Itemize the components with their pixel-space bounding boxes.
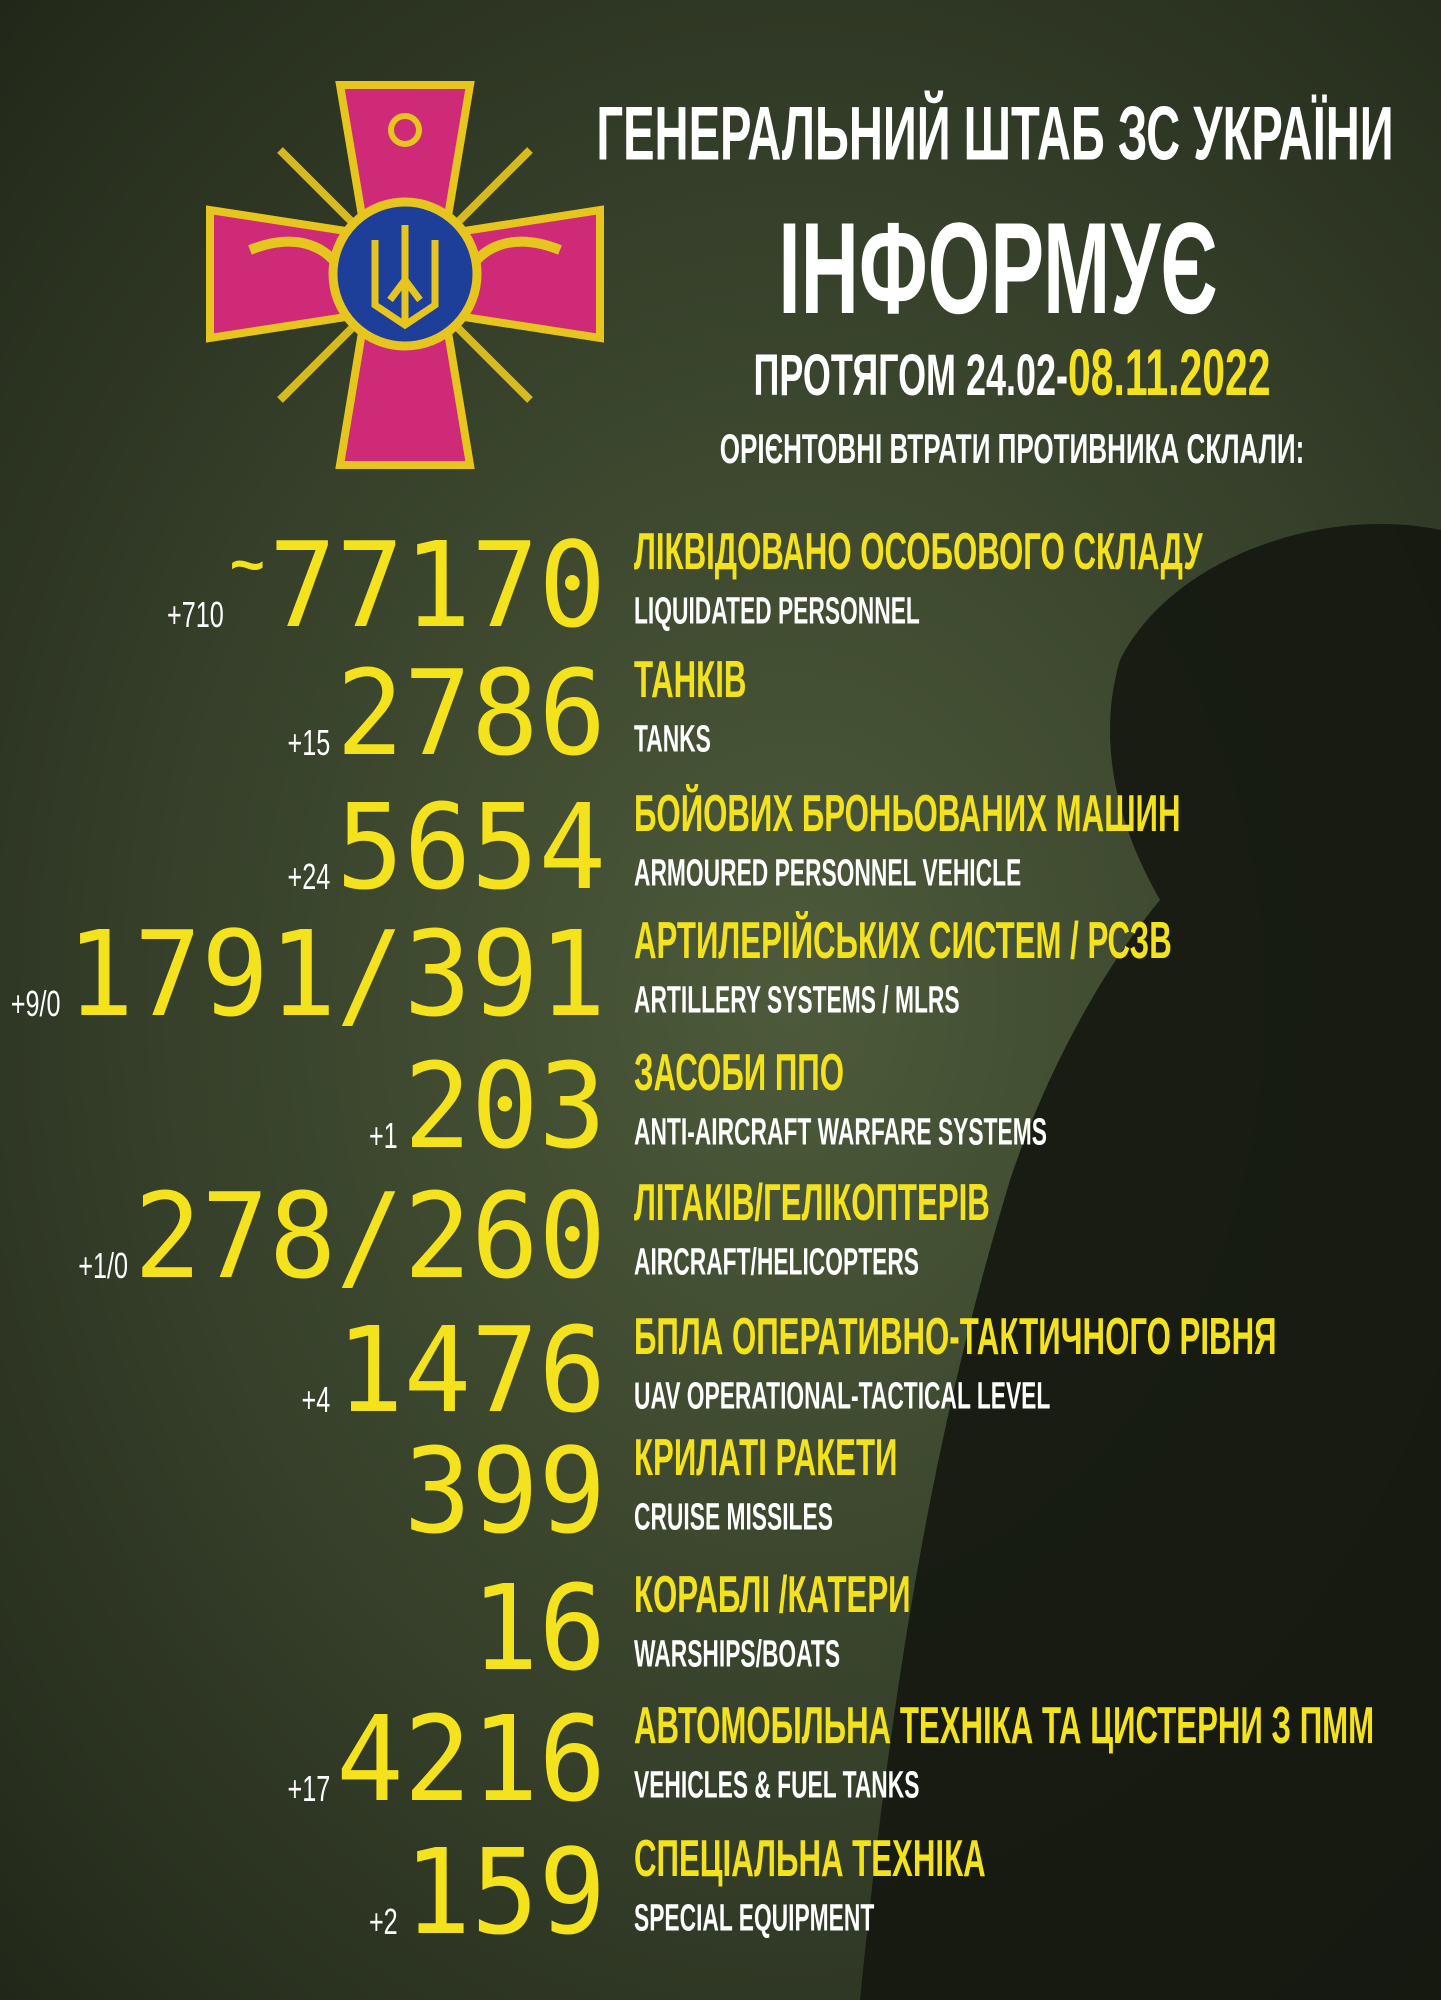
label-en: UAV OPERATIONAL-TACTICAL LEVEL	[634, 1375, 1051, 1418]
subtitle: ІНФОРМУЄ	[778, 195, 1218, 341]
label-ua: ЛІТАКІВ/ГЕЛІКОПТЕРІВ	[634, 1174, 990, 1232]
number-group: 16	[471, 1560, 606, 1698]
number-group: +2 159	[357, 1824, 606, 1962]
number-group: +1 203	[357, 1038, 606, 1176]
delta: +1/0	[78, 1245, 128, 1286]
value: 2786	[336, 645, 606, 783]
number-group: +15 2786	[269, 645, 606, 783]
label-ua: АРТИЛЕРІЙСЬКИХ СИСТЕМ / РСЗВ	[634, 912, 1172, 970]
delta: +710	[167, 594, 224, 635]
label-ua: ЗАСОБИ ППО	[634, 1044, 844, 1102]
label-en: LIQUIDATED PERSONNEL	[634, 590, 920, 633]
value: 1476	[336, 1302, 606, 1440]
number-group: +1/0 278/260	[57, 1168, 606, 1306]
number-group: +24 5654	[269, 779, 606, 917]
number-group: +9/0 1791/391	[0, 906, 606, 1044]
delta: +1	[368, 1115, 398, 1156]
label-en: ARMOURED PERSONNEL VEHICLE	[634, 852, 1022, 895]
period-prefix: ПРОТЯГОМ 24.02-	[753, 343, 1068, 408]
label-en: TANKS	[634, 718, 711, 761]
value: 77170	[268, 517, 606, 655]
value: 399	[403, 1423, 606, 1561]
number-group: +4 1476	[289, 1302, 606, 1440]
label-ua: КОРАБЛІ /КАТЕРИ	[634, 1566, 911, 1624]
delta: +15	[287, 722, 331, 763]
label-en: CRUISE MISSILES	[634, 1496, 833, 1539]
intro: ОРІЄНТОВНІ ВТРАТИ ПРОТИВНИКА СКЛАЛИ:	[719, 425, 1305, 472]
number-group: 399	[403, 1423, 606, 1561]
silhouette	[860, 523, 1441, 2000]
value: 159	[403, 1824, 606, 1962]
value: 16	[471, 1560, 606, 1698]
period-date: 08.11.2022	[1067, 335, 1271, 409]
period: ПРОТЯГОМ 24.02-08.11.2022	[753, 334, 1270, 410]
number-group: +17 4216	[269, 1691, 606, 1829]
label-en: WARSHIPS/BOATS	[634, 1633, 841, 1676]
label-en: VEHICLES & FUEL TANKS	[634, 1764, 920, 1807]
label-en: ANTI-AIRCRAFT WARFARE SYSTEMS	[634, 1111, 1047, 1154]
value: 203	[403, 1038, 606, 1176]
label-en: AIRCRAFT/HELICOPTERS	[634, 1241, 919, 1284]
label-ua: КРИЛАТІ РАКЕТИ	[634, 1429, 898, 1487]
label-ua: АВТОМОБІЛЬНА ТЕХНІКА ТА ЦИСТЕРНИ З ПММ	[634, 1697, 1375, 1755]
value: 4216	[336, 1691, 606, 1829]
title: ГЕНЕРАЛЬНИЙ ШТАБ ЗС УКРАЇНИ	[596, 91, 1394, 177]
delta: +17	[287, 1768, 331, 1809]
label-en: ARTILLERY SYSTEMS / MLRS	[634, 979, 960, 1022]
label-en: SPECIAL EQUIPMENT	[634, 1897, 875, 1940]
label-ua: ТАНКІВ	[634, 651, 747, 709]
label-ua: БПЛА ОПЕРАТИВНО-ТАКТИЧНОГО РІВНЯ	[634, 1308, 1277, 1366]
prefix: ~	[229, 531, 265, 598]
label-ua: БОЙОВИХ БРОНЬОВАНИХ МАШИН	[634, 785, 1181, 843]
value: 5654	[336, 779, 606, 917]
delta: +4	[301, 1379, 331, 1420]
label-ua: СПЕЦІАЛЬНА ТЕХНІКА	[634, 1830, 986, 1888]
value: 1791/391	[66, 906, 606, 1044]
delta: +9/0	[10, 983, 61, 1024]
delta: +24	[287, 856, 331, 897]
delta: +2	[368, 1901, 398, 1942]
emblem	[206, 81, 604, 469]
value: 278/260	[133, 1168, 606, 1306]
label-ua: ЛІКВІДОВАНО ОСОБОВОГО СКЛАДУ	[634, 523, 1203, 581]
number-group: +710 ~77170	[143, 517, 606, 655]
